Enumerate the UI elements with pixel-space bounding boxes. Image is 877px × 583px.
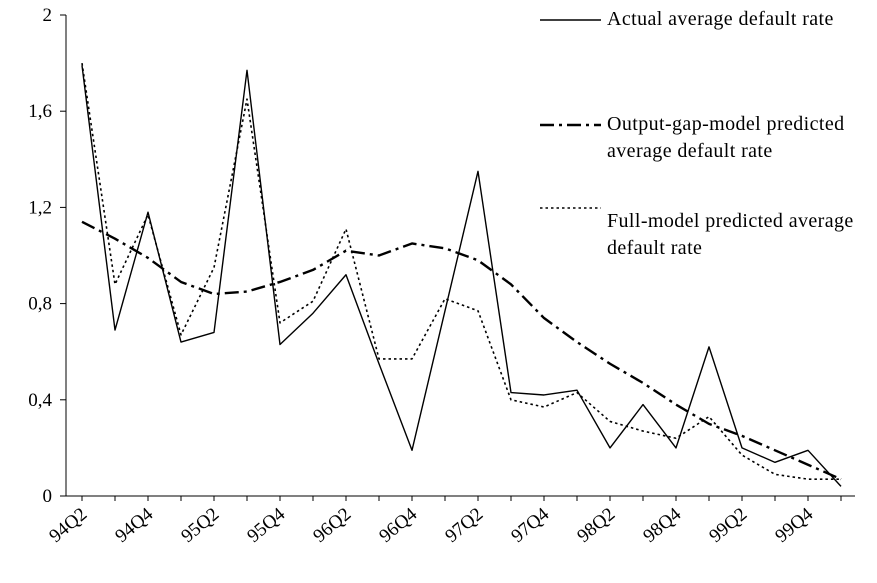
legend-label: Actual average default rate xyxy=(607,8,834,30)
y-tick-label: 1,6 xyxy=(28,101,52,122)
y-tick-label: 2 xyxy=(43,5,53,26)
x-tick-label: 98Q2 xyxy=(573,504,619,547)
x-tick-label: 97Q4 xyxy=(507,503,553,547)
x-tick-label: 95Q2 xyxy=(177,504,223,547)
x-tick-label: 96Q4 xyxy=(375,503,421,547)
y-tick-label: 1,2 xyxy=(28,197,52,218)
x-tick-label: 97Q2 xyxy=(441,504,487,547)
y-tick-label: 0,8 xyxy=(28,294,52,315)
legend-label: Full-model predicted average default rat… xyxy=(607,210,854,259)
legend-label: Output-gap-model predicted average defau… xyxy=(607,113,845,162)
y-tick-label: 0,4 xyxy=(28,390,52,411)
x-tick-label: 99Q4 xyxy=(771,503,817,547)
y-tick-label: 0 xyxy=(43,486,53,507)
series-line xyxy=(81,220,842,481)
series-line xyxy=(81,65,842,487)
x-tick-label: 94Q4 xyxy=(111,503,157,547)
series-line xyxy=(81,62,841,480)
x-tick-label: 96Q2 xyxy=(309,504,355,547)
x-tick-label: 95Q4 xyxy=(243,503,289,547)
x-tick-label: 94Q2 xyxy=(45,504,91,547)
x-tick-label: 99Q2 xyxy=(705,504,751,547)
x-tick-label: 98Q4 xyxy=(639,503,685,547)
